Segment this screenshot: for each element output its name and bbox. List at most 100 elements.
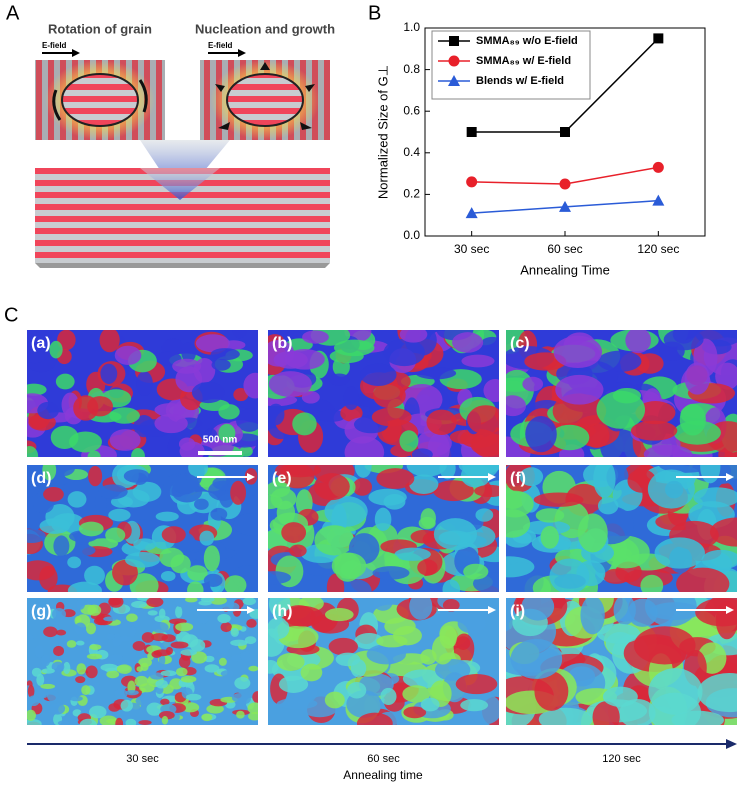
domain [457, 613, 487, 634]
field-arrow-head [726, 473, 734, 481]
domain [46, 689, 59, 702]
domain [470, 433, 499, 457]
domain [359, 363, 397, 386]
y-axis-label: Normalized Size of G⊥ [375, 65, 390, 199]
domain [138, 720, 152, 725]
domain [231, 654, 243, 662]
domain [420, 697, 440, 712]
domain [131, 600, 147, 609]
domain [195, 334, 230, 353]
domain [34, 644, 44, 659]
domain [533, 492, 584, 507]
domain [126, 613, 138, 623]
domain [114, 345, 142, 366]
domain [43, 486, 64, 502]
domain [109, 654, 124, 662]
domain [186, 693, 202, 701]
domain [133, 415, 155, 438]
domain [212, 638, 228, 647]
domain [474, 484, 499, 498]
micrograph: (d) [27, 465, 258, 592]
domain [426, 409, 457, 436]
domain [663, 330, 704, 351]
domain [248, 665, 258, 672]
domain [149, 672, 164, 680]
domain [333, 339, 375, 357]
image-label: (a) [31, 335, 51, 352]
time-axis-arrow [726, 739, 737, 749]
domain [129, 573, 159, 592]
domain [268, 403, 285, 426]
domain [175, 605, 183, 619]
domain [161, 526, 186, 544]
x-tick-label: 60 sec [547, 242, 582, 256]
domain [693, 487, 737, 508]
image-label: (h) [272, 603, 292, 620]
domain [324, 691, 345, 709]
micrograph: (g) [27, 598, 258, 725]
domain [231, 692, 248, 703]
domain [234, 677, 251, 690]
domain [289, 544, 307, 557]
domain [460, 699, 489, 712]
x-axis-label: Annealing Time [520, 262, 610, 277]
domain [203, 573, 223, 587]
domain [178, 655, 191, 669]
domain [175, 631, 191, 644]
marker [466, 176, 478, 188]
domain [87, 450, 101, 457]
domain [136, 371, 153, 396]
domain [347, 681, 367, 699]
domain [180, 649, 197, 656]
domain [27, 719, 42, 725]
domain [268, 571, 291, 585]
image-label: (b) [272, 335, 292, 352]
domain [42, 465, 57, 481]
domain [268, 617, 290, 640]
domain [276, 652, 305, 671]
domain [187, 581, 204, 592]
domain [27, 383, 47, 396]
domain [534, 671, 569, 711]
panel-label: A [6, 2, 20, 24]
domain [420, 508, 436, 529]
domain [654, 537, 705, 569]
field-arrow-head [488, 606, 496, 614]
domain [314, 525, 355, 556]
domain [281, 522, 307, 543]
domain [442, 579, 461, 592]
domain [155, 511, 179, 522]
domain [648, 692, 702, 725]
domain [210, 348, 240, 361]
field-arrow-head [726, 606, 734, 614]
domain [325, 608, 354, 622]
domain [647, 469, 695, 509]
domain [131, 447, 145, 457]
domain [463, 563, 489, 580]
domain [354, 465, 372, 478]
domain [39, 518, 70, 534]
chart: 0.0 0.2 0.4 0.6 0.8 1.0 30 sec 60 sec 120 sec SMM… [403, 20, 679, 256]
domain [510, 638, 563, 680]
domain [344, 436, 385, 457]
field-arrow-head [247, 473, 255, 481]
domain [189, 639, 206, 652]
domain [76, 598, 86, 610]
domain [230, 639, 248, 647]
domain [76, 640, 85, 646]
domain [506, 509, 531, 538]
domain [41, 654, 51, 667]
domain [218, 423, 236, 443]
domain [328, 637, 358, 656]
domain [635, 401, 676, 425]
micrograph: (i) [506, 598, 737, 725]
domain [233, 513, 258, 536]
domain [376, 468, 415, 489]
domain [506, 395, 526, 417]
domain [114, 688, 128, 699]
domain [438, 530, 472, 545]
domain [684, 362, 710, 395]
image-label: (c) [510, 335, 530, 352]
domain [583, 423, 610, 448]
domain [203, 545, 220, 572]
